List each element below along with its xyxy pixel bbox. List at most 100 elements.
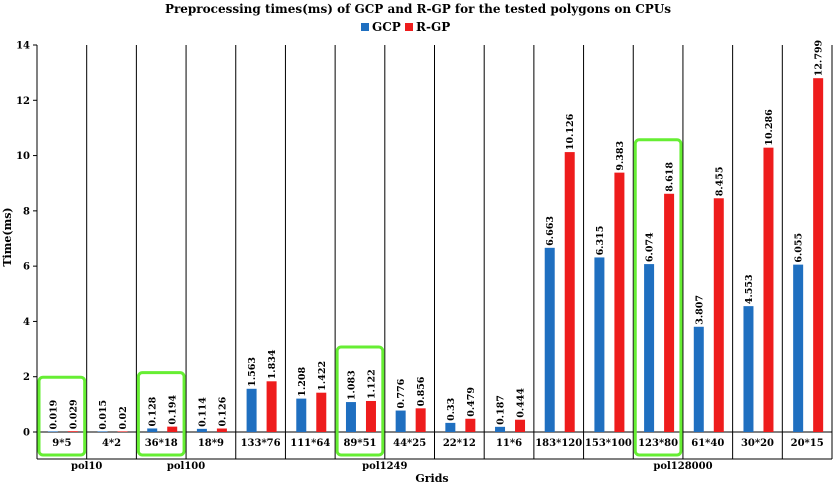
bar-gcp [395,410,406,432]
category-label: 18*9 [198,438,224,449]
category-label: 89*51 [343,438,376,449]
category-label: 153*100 [585,438,632,449]
data-label-gcp: 1.563 [247,357,258,387]
category-label: 123*80 [638,438,678,449]
bar-gcp [147,428,158,432]
data-label-gcp: 0.114 [197,397,208,427]
y-tick-label: 0 [23,428,30,439]
bar-rgp [564,152,575,432]
data-label-rgp: 0.029 [68,399,79,429]
data-label-gcp: 1.208 [297,366,308,396]
bar-gcp [196,428,207,432]
category-label: 111*64 [290,438,330,449]
y-axis-label: Time(ms) [1,207,14,266]
legend-swatch-rgp [405,23,413,31]
category-label: 183*120 [535,438,582,449]
plot-area: 0 2 4 6 8 10 12 14 0.019 0.029 9*5 0.015 0.02 4*2 0.12… [16,39,833,472]
data-label-rgp: 1.122 [366,369,377,399]
data-label-gcp: 6.663 [545,216,556,246]
y-tick-label: 4 [23,317,30,328]
bar-gcp [97,431,108,432]
data-label-rgp: 1.834 [267,349,278,379]
bar-rgp [614,172,625,432]
bar-rgp [266,381,277,432]
bar-rgp [515,419,526,432]
data-label-gcp: 1.083 [346,370,357,400]
legend-label-gcp: GCP [372,20,401,34]
bar-rgp [813,78,824,433]
group-label: pol10 [71,461,102,472]
y-tick-label: 10 [16,151,30,162]
data-label-gcp: 4.553 [744,274,755,304]
data-label-rgp: 10.126 [565,113,576,150]
data-label-rgp: 0.126 [217,396,228,426]
legend-swatch-gcp [361,23,369,31]
bar-rgp [316,392,327,432]
bar-rgp [415,408,426,432]
y-tick-label: 2 [23,372,30,383]
bar-gcp [445,422,456,432]
group-label: pol1249 [362,461,407,472]
data-label-rgp: 0.479 [466,387,477,417]
y-tick-label: 8 [23,206,30,217]
highlight-box [633,138,683,457]
data-label-rgp: 12.799 [814,39,825,76]
bar-rgp [465,418,476,432]
bar-rgp [763,147,774,432]
bar-gcp [544,247,555,432]
bar-rgp [67,431,78,432]
category-label: 61*40 [691,438,724,449]
bar-gcp [743,306,754,432]
y-tick-label: 12 [16,96,30,107]
y-tick-label: 14 [16,41,30,52]
data-label-rgp: 8.455 [714,167,725,197]
highlight-box [136,371,186,457]
data-label-gcp: 0.128 [148,396,159,426]
bar-rgp [216,428,227,432]
bar-gcp [345,402,356,432]
data-label-gcp: 0.33 [446,398,457,421]
data-label-gcp: 6.055 [794,233,805,263]
legend-label-rgp: R-GP [416,20,450,34]
category-label: 44*25 [393,438,426,449]
group-label: pol128000 [653,461,712,472]
category-label: 133*76 [241,438,281,449]
x-axis-label: Grids [415,472,448,485]
bar-gcp [296,398,307,432]
bar-gcp [246,388,257,432]
data-label-rgp: 0.444 [516,388,527,418]
category-label: 20*15 [791,438,824,449]
data-label-rgp: 0.194 [168,394,179,424]
category-label: 9*5 [52,438,71,449]
data-label-gcp: 0.187 [496,395,507,425]
highlight-box [335,345,385,457]
chart-title: Preprocessing times(ms) of GCP and R-GP … [165,2,671,16]
bar-gcp [495,426,506,432]
group-label: pol100 [167,461,205,472]
bar-gcp [644,264,655,432]
data-label-rgp: 1.422 [317,361,328,391]
bar-gcp [793,264,804,432]
data-label-rgp: 0.02 [118,406,129,429]
bar-rgp [664,193,675,432]
data-label-gcp: 3.807 [694,295,705,325]
category-label: 4*2 [102,438,121,449]
data-label-gcp: 0.015 [98,400,109,430]
category-label: 36*18 [145,438,178,449]
category-label: 22*12 [443,438,476,449]
data-label-rgp: 10.286 [764,109,775,146]
data-label-rgp: 8.618 [665,162,676,192]
bar-rgp [117,431,128,432]
category-label: 30*20 [741,438,774,449]
data-label-gcp: 6.074 [645,232,656,262]
data-label-gcp: 0.776 [396,378,407,408]
data-label-rgp: 9.383 [615,141,626,171]
bar-gcp [594,257,605,432]
data-label-gcp: 6.315 [595,226,606,256]
bar-rgp [365,400,376,432]
highlight-box [37,375,87,457]
y-tick-label: 6 [23,262,30,273]
data-label-rgp: 0.856 [416,376,427,406]
category-label: 11*6 [496,438,522,449]
